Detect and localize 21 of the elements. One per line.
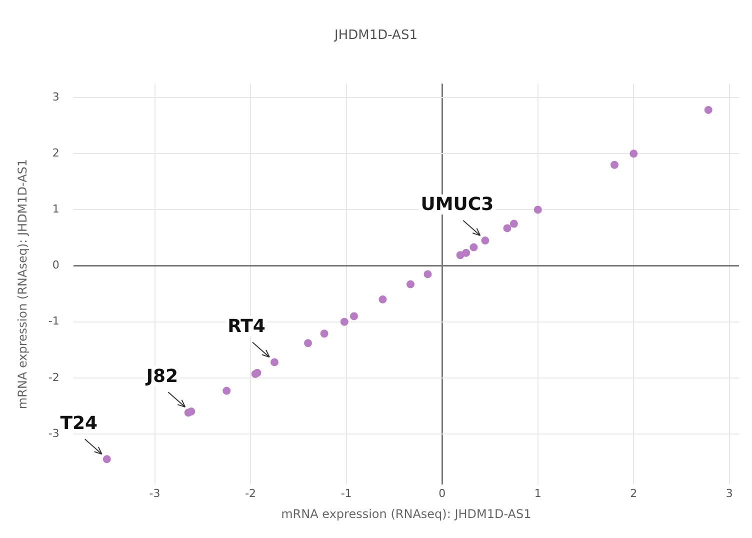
x-axis-title: mRNA expression (RNAseq): JHDM1D-AS1 xyxy=(281,506,532,521)
y-axis-title: mRNA expression (RNAseq): JHDM1D-AS1 xyxy=(15,158,30,410)
x-tick-label: 3 xyxy=(726,486,733,500)
chart-title: JHDM1D-AS1 xyxy=(334,28,418,44)
annotation: J82 xyxy=(144,366,178,387)
y-tick-label: -2 xyxy=(48,370,60,384)
y-tick-label: -1 xyxy=(48,314,60,328)
x-tick-label: -2 xyxy=(245,486,256,500)
x-tick-label: 0 xyxy=(438,486,446,500)
annotation: RT4 xyxy=(228,316,266,337)
y-tick-label: -3 xyxy=(48,426,60,440)
y-tick-label: 0 xyxy=(52,258,60,272)
y-tick-label: 1 xyxy=(52,202,60,216)
x-tick-label: 2 xyxy=(630,486,638,500)
annotation: T24 xyxy=(60,412,98,434)
x-tick-label: -1 xyxy=(340,486,352,500)
x-tick-label: 1 xyxy=(534,486,542,500)
y-tick-label: 2 xyxy=(52,146,60,160)
x-tick-label: -3 xyxy=(149,486,160,500)
y-tick-label: 3 xyxy=(52,90,60,104)
annotation: UMUC3 xyxy=(420,194,494,216)
